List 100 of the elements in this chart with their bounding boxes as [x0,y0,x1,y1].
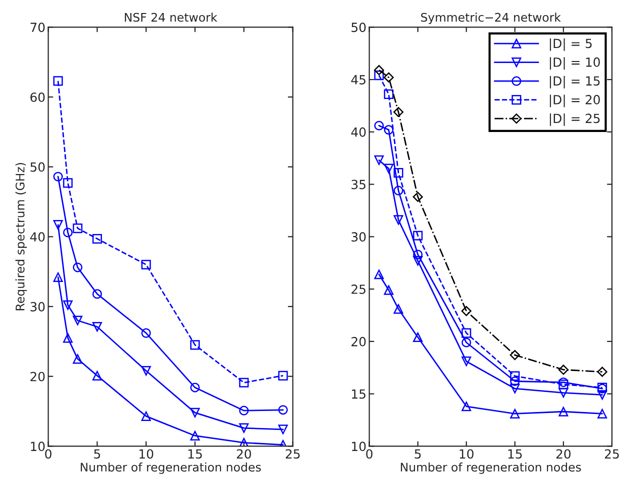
x-tick-label: 20 [236,449,252,459]
y-tick-label: 70 [30,22,45,32]
point [394,215,404,225]
legend-label: |D| = 15 [550,76,600,88]
y-tick-label: 50 [30,162,45,172]
y-tick-label: 35 [352,180,366,190]
y-tick-label: 15 [352,389,366,399]
point [141,328,151,338]
point [510,384,520,394]
point [53,220,63,230]
y-axis-title: Required spectrum (GHz) [15,163,27,310]
y-tick-label: 60 [30,92,45,102]
point [278,370,288,380]
point [510,408,520,419]
point [558,406,568,416]
x-tick-label: 10 [140,449,154,459]
point [278,405,288,415]
point [384,72,394,82]
point [63,333,73,343]
legend-label: |D| = 25 [550,113,600,126]
point [374,65,384,76]
point [72,224,82,234]
point [53,272,63,282]
y-tick-label: 40 [351,127,366,137]
point [141,260,151,270]
point [374,270,384,280]
y-tick-label: 25 [352,284,366,294]
point [510,371,520,381]
x-tick-label: 25 [286,449,300,459]
y-tick-label: 20 [352,336,366,346]
point [393,106,404,118]
point [63,228,73,238]
point [413,332,423,342]
point [92,322,102,332]
point [384,125,394,135]
x-axis-title: Number of regeneration nodes [80,462,261,474]
point [92,370,102,380]
point [190,382,200,392]
point [413,256,423,266]
point [141,366,151,376]
x-tick-label: 5 [414,449,421,459]
point [190,430,200,441]
point [72,354,82,364]
point [558,388,568,398]
point [461,306,472,316]
point [53,76,63,86]
point [239,378,249,388]
y-tick-label: 50 [352,22,366,32]
legend-label: |D| = 20 [550,94,600,108]
x-tick-label: 25 [604,449,619,459]
point [239,406,249,416]
point [597,366,608,377]
point [190,340,200,350]
y-tick-label: 10 [352,442,366,452]
point [412,192,423,202]
point [141,411,151,421]
point [92,234,102,244]
point [462,338,472,348]
y-tick-label: 10 [30,442,45,452]
point [394,168,404,178]
point [63,300,73,310]
point [462,402,472,412]
y-tick-label: 40 [30,232,45,242]
point [394,186,404,196]
x-tick-label: 20 [556,449,571,459]
point [92,289,102,299]
point [374,120,384,130]
x-axis-title: Number of regeneration nodes [400,462,581,474]
chart-title: Symmetric−24 network [421,12,561,24]
point [239,423,249,433]
point [63,178,73,188]
legend-label: |D| = 5 [550,38,592,51]
chart-title: NSF 24 network [124,12,218,22]
point [413,230,423,240]
y-tick-label: 30 [352,232,366,242]
point [374,70,384,80]
y-tick-label: 30 [30,302,45,312]
x-tick-label: 15 [508,449,522,459]
x-tick-label: 0 [366,449,372,459]
point [597,390,608,400]
x-tick-label: 0 [45,449,52,459]
point [278,424,288,434]
point [462,328,472,338]
point [462,356,472,366]
x-tick-label: 10 [460,449,474,459]
x-tick-label: 5 [94,449,100,459]
point [384,164,394,174]
point [374,155,384,165]
point [558,364,568,375]
point [190,408,200,418]
point [394,304,404,314]
point [72,316,82,326]
legend-label: |D| = 10 [550,57,600,70]
point [53,172,63,182]
point [597,408,608,419]
point [510,350,520,360]
y-tick-label: 20 [30,372,45,382]
point [72,262,82,272]
y-tick-label: 45 [351,75,366,84]
point [384,285,394,295]
